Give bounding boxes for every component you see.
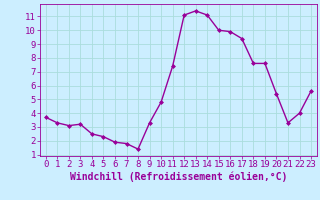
X-axis label: Windchill (Refroidissement éolien,°C): Windchill (Refroidissement éolien,°C) [70,172,287,182]
